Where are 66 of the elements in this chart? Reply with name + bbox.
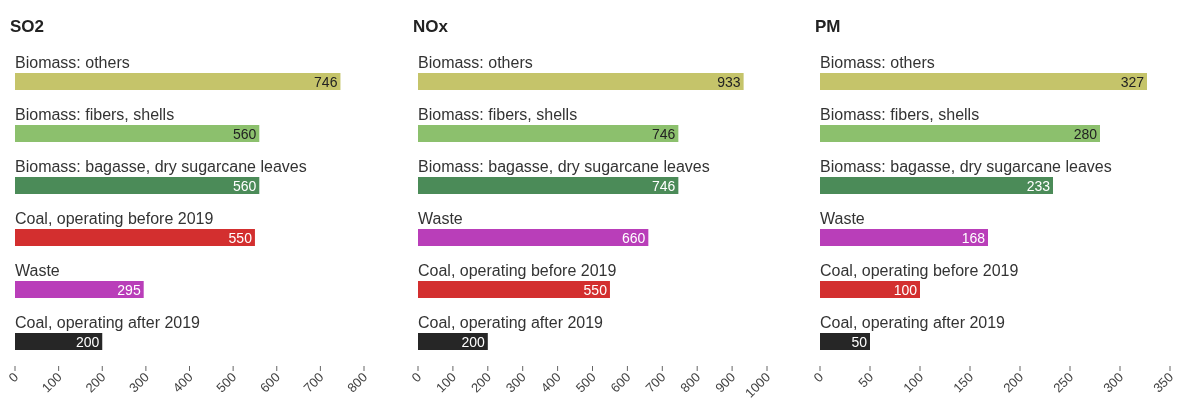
data-label: 933 [717,74,741,90]
x-tick-label: 900 [712,369,739,396]
data-label: 280 [1073,126,1098,142]
y-tick-label: Biomass: bagasse, dry sugarcane leaves [418,158,710,175]
y-tick-label: Waste [15,262,60,279]
x-tick-label: 700 [642,369,669,396]
data-label: 50 [851,334,868,350]
y-tick-label: Biomass: fibers, shells [820,106,980,123]
data-label: 746 [314,74,338,90]
data-label: 746 [651,126,676,142]
x-tick-label: 300 [1100,369,1127,396]
data-label: 550 [228,230,253,246]
y-tick-label: Waste [820,210,865,227]
y-tick-label: Coal, operating before 2019 [15,210,214,227]
data-label: 200 [461,334,486,350]
y-tick-label: Coal, operating before 2019 [418,262,617,279]
x-tick-label: 0 [408,369,425,386]
chart-title: PM [815,17,841,36]
x-tick-label: 300 [126,369,152,396]
chart-title: NOx [413,17,449,36]
y-tick-label: Waste [418,210,463,227]
x-tick-label: 100 [433,369,460,396]
y-tick-label: Coal, operating after 2019 [820,314,1006,331]
y-tick-label: Biomass: fibers, shells [15,106,175,123]
x-tick-label: 400 [537,369,564,396]
y-tick-label: Biomass: bagasse, dry sugarcane leaves [15,158,307,175]
data-label: 660 [621,230,646,246]
x-tick-label: 100 [900,369,927,396]
x-tick-label: 300 [502,369,529,396]
data-label: 327 [1120,74,1145,90]
data-label: 560 [232,178,257,194]
y-tick-label: Coal, operating after 2019 [418,314,604,331]
x-tick-label: 600 [256,369,283,396]
data-label: 295 [117,282,141,298]
x-tick-label: 350 [1150,369,1177,396]
x-tick-label: 400 [169,369,196,396]
data-label: 550 [583,282,608,298]
x-tick-label: 500 [572,369,599,396]
x-tick-label: 50 [855,369,877,391]
y-tick-label: Biomass: others [418,54,533,71]
chart-title: SO2 [10,17,45,36]
x-tick-label: 0 [5,369,22,386]
x-tick-label: 700 [300,369,327,396]
y-tick-label: Biomass: others [15,54,130,71]
x-tick-label: 800 [344,369,371,396]
x-tick-label: 500 [213,369,240,396]
data-label: 100 [893,282,918,298]
x-tick-label: 0 [810,369,827,386]
data-label: 200 [75,334,100,350]
data-label: 560 [232,126,257,142]
data-label: 746 [651,178,676,194]
x-tick-label: 800 [677,369,704,396]
y-tick-label: Coal, operating before 2019 [820,262,1019,279]
data-label: 168 [961,230,986,246]
data-label: 233 [1026,178,1051,194]
x-tick-label: 100 [38,369,65,396]
x-tick-label: 600 [607,369,634,396]
x-tick-label: 150 [950,369,977,396]
x-tick-label: 200 [82,369,109,396]
x-tick-label: 200 [1000,369,1027,396]
y-tick-label: Biomass: bagasse, dry sugarcane leaves [820,158,1112,175]
x-tick-label: 200 [467,369,494,396]
x-tick-label: 250 [1050,369,1077,396]
y-tick-label: Biomass: others [820,54,935,71]
y-tick-label: Coal, operating after 2019 [15,314,201,331]
y-tick-label: Biomass: fibers, shells [418,106,578,123]
